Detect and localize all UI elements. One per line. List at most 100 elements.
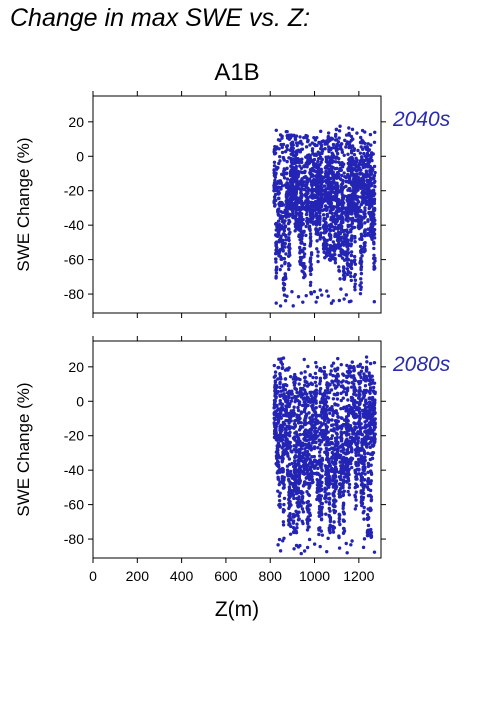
data-point bbox=[281, 203, 286, 207]
data-point bbox=[274, 260, 278, 264]
data-point bbox=[365, 418, 369, 423]
data-point bbox=[346, 168, 351, 172]
data-point bbox=[292, 547, 296, 551]
data-point bbox=[309, 290, 313, 295]
data-point bbox=[352, 382, 356, 386]
data-point bbox=[339, 287, 343, 291]
data-point bbox=[293, 394, 297, 399]
page-title: Change in max SWE vs. Z: bbox=[10, 4, 311, 32]
data-point bbox=[368, 488, 373, 493]
data-point bbox=[357, 407, 362, 411]
data-point bbox=[331, 397, 336, 401]
data-point bbox=[341, 481, 346, 485]
data-point bbox=[302, 255, 306, 259]
data-point bbox=[276, 543, 280, 547]
data-point bbox=[295, 143, 299, 148]
data-point bbox=[302, 230, 306, 234]
data-point bbox=[291, 519, 296, 523]
data-point bbox=[302, 383, 307, 387]
data-point bbox=[299, 211, 304, 216]
data-point bbox=[331, 207, 335, 211]
data-point bbox=[278, 154, 282, 159]
data-point bbox=[369, 472, 374, 476]
data-point bbox=[341, 502, 346, 507]
data-point bbox=[363, 214, 367, 219]
data-point bbox=[342, 471, 347, 476]
data-point bbox=[276, 389, 280, 394]
data-point bbox=[287, 395, 291, 400]
data-point bbox=[276, 441, 281, 445]
data-point bbox=[329, 176, 333, 181]
data-point bbox=[272, 363, 276, 368]
data-point bbox=[344, 390, 349, 395]
data-point bbox=[314, 211, 319, 216]
data-point bbox=[349, 155, 354, 159]
data-point bbox=[340, 224, 344, 229]
data-point bbox=[315, 247, 319, 251]
data-point bbox=[346, 464, 350, 468]
data-point bbox=[277, 196, 281, 201]
data-point bbox=[316, 434, 320, 438]
data-point bbox=[328, 524, 333, 529]
data-point bbox=[358, 291, 363, 296]
data-point bbox=[339, 490, 343, 494]
data-point bbox=[316, 254, 320, 258]
data-point bbox=[350, 450, 354, 454]
data-point bbox=[282, 478, 286, 482]
data-point bbox=[308, 244, 312, 248]
data-point bbox=[297, 200, 301, 205]
data-point bbox=[302, 262, 306, 267]
data-point bbox=[279, 142, 283, 147]
data-point bbox=[300, 441, 305, 445]
data-point bbox=[322, 418, 327, 423]
data-point bbox=[309, 447, 314, 451]
data-point bbox=[278, 414, 282, 419]
data-point bbox=[305, 165, 309, 169]
data-point bbox=[287, 366, 291, 370]
data-point bbox=[278, 549, 283, 553]
data-point bbox=[312, 458, 317, 463]
data-point bbox=[346, 247, 350, 252]
data-point bbox=[281, 510, 286, 514]
data-point bbox=[294, 445, 298, 449]
data-point bbox=[332, 249, 337, 253]
x-tick-label: 1000 bbox=[299, 568, 330, 584]
data-point bbox=[330, 434, 335, 438]
data-point bbox=[344, 293, 349, 297]
data-point bbox=[308, 235, 313, 239]
data-point bbox=[346, 489, 350, 494]
data-point bbox=[327, 257, 332, 262]
data-point bbox=[316, 250, 320, 254]
data-point bbox=[322, 184, 327, 188]
data-point bbox=[302, 418, 307, 423]
data-point bbox=[291, 408, 296, 413]
data-point bbox=[352, 172, 356, 177]
data-point bbox=[273, 370, 278, 374]
data-point bbox=[315, 229, 319, 233]
data-point bbox=[366, 461, 371, 466]
data-point bbox=[341, 483, 345, 488]
data-point bbox=[369, 508, 373, 512]
data-point bbox=[288, 469, 293, 474]
data-point bbox=[300, 147, 305, 151]
data-point bbox=[278, 267, 282, 272]
data-point bbox=[299, 421, 303, 425]
x-tick-label: 600 bbox=[214, 568, 238, 584]
data-point bbox=[370, 158, 374, 163]
data-point bbox=[363, 212, 367, 216]
data-point bbox=[309, 239, 313, 243]
data-point bbox=[328, 462, 332, 466]
data-point bbox=[341, 510, 346, 514]
data-point bbox=[305, 528, 310, 532]
data-point bbox=[342, 211, 346, 215]
data-point bbox=[318, 386, 323, 391]
data-point bbox=[372, 191, 377, 196]
data-point bbox=[336, 379, 340, 383]
data-point bbox=[346, 263, 350, 268]
data-point bbox=[289, 473, 293, 477]
data-point bbox=[359, 168, 363, 172]
data-point bbox=[365, 512, 370, 517]
data-point bbox=[324, 512, 328, 516]
data-point bbox=[274, 430, 278, 435]
